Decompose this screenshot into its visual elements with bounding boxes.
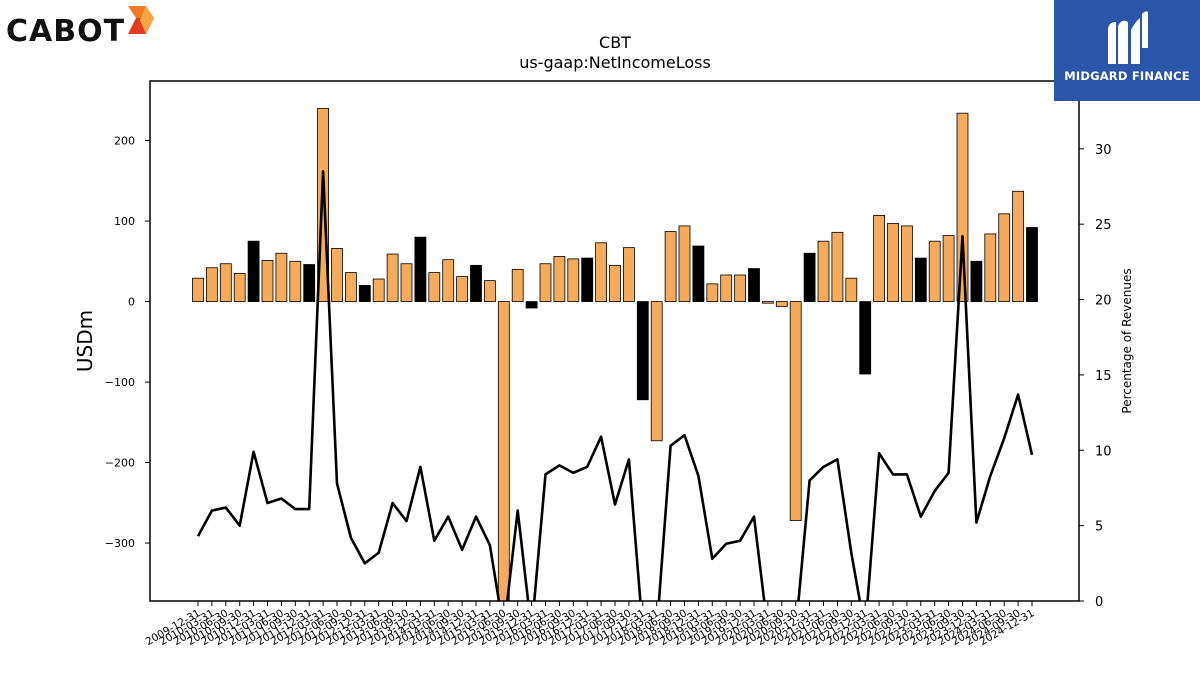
bar [775, 301, 788, 307]
bar [762, 301, 774, 304]
bar [233, 272, 246, 302]
bar [1026, 227, 1038, 302]
bar [247, 240, 260, 302]
midgard-mark-icon [1108, 11, 1148, 65]
y-tick-label: 0 [128, 296, 135, 309]
bar [623, 247, 635, 302]
bar [692, 245, 705, 302]
bar [261, 260, 274, 302]
bar [720, 274, 733, 302]
bar [205, 267, 218, 302]
bar [678, 225, 691, 302]
bar [901, 225, 913, 302]
cabot-logo-text: CABOT [6, 14, 126, 49]
bar [567, 258, 580, 302]
y-tick-label: −200 [105, 457, 135, 470]
chart-subtitle: us-gaap:NetIncomeLoss [519, 53, 711, 72]
bar [914, 257, 927, 302]
bar [414, 236, 427, 302]
right-axis-ticks: 0 5 10 15 20 25 30 [1079, 143, 1112, 610]
bar [400, 263, 413, 302]
y2-tick-label: 5 [1095, 520, 1103, 535]
bar [845, 277, 858, 302]
y2-tick-label: 0 [1095, 595, 1103, 610]
bar [386, 253, 399, 302]
bar [483, 280, 496, 302]
bar [859, 301, 872, 375]
bar [609, 264, 621, 302]
bar-series [192, 107, 1038, 601]
bar [442, 259, 455, 302]
y-axis-label: USDm [73, 310, 97, 372]
bar [803, 252, 816, 302]
cabot-logo: CABOT [6, 4, 166, 50]
bar [581, 257, 594, 302]
midgard-logo-text: MIDGARD FINANCE [1064, 69, 1190, 83]
bar [998, 213, 1011, 302]
y2-tick-label: 30 [1095, 143, 1112, 158]
percentage-line [196, 170, 1034, 601]
y-tick-label: −300 [105, 537, 135, 550]
bar [595, 242, 607, 302]
midgard-finance-logo: MIDGARD FINANCE [1054, 0, 1200, 101]
bar [789, 301, 802, 521]
bar [456, 276, 469, 302]
bar [887, 223, 899, 302]
bar [358, 285, 371, 302]
bar [317, 107, 330, 302]
bar [636, 301, 649, 401]
bar [553, 256, 566, 302]
bar [511, 268, 524, 302]
bar [289, 260, 302, 302]
bar [942, 235, 955, 302]
bar [219, 263, 232, 302]
y2-axis-label: Percentage of Revenues [1120, 268, 1134, 413]
bar [497, 301, 510, 601]
y-tick-label: −100 [105, 376, 135, 389]
y2-tick-label: 10 [1095, 444, 1112, 459]
bar [734, 274, 746, 302]
bar [344, 272, 357, 302]
bar [956, 112, 969, 302]
bar [817, 240, 830, 302]
bar [706, 283, 719, 302]
bar [372, 278, 385, 302]
bar [873, 215, 885, 302]
bar [928, 240, 941, 302]
bar [650, 301, 663, 442]
line-series [196, 170, 1034, 601]
bar [428, 272, 441, 302]
bar [303, 264, 316, 302]
cabot-mark-icon [128, 6, 154, 34]
bar [984, 233, 997, 302]
y-tick-label: 100 [114, 215, 135, 228]
left-axis-ticks: −300 −200 −100 0 100 200 [105, 135, 150, 550]
bar [539, 263, 552, 302]
bar [331, 248, 343, 302]
bar [831, 231, 844, 302]
plot-frame [149, 80, 1080, 602]
y-tick-label: 200 [114, 135, 135, 148]
bar [664, 231, 677, 302]
bar [275, 252, 288, 302]
bar [470, 264, 482, 302]
bar [970, 260, 983, 302]
y2-tick-label: 25 [1095, 218, 1112, 233]
chart-title: CBT [599, 33, 631, 52]
bar [192, 277, 204, 302]
bar [1012, 190, 1024, 302]
x-axis-ticks: 2009-12-312010-03-312010-06-302010-09-30… [144, 601, 1037, 648]
y2-tick-label: 20 [1095, 294, 1112, 309]
bar [525, 301, 538, 309]
y2-tick-label: 15 [1095, 369, 1112, 384]
bar [748, 268, 760, 302]
